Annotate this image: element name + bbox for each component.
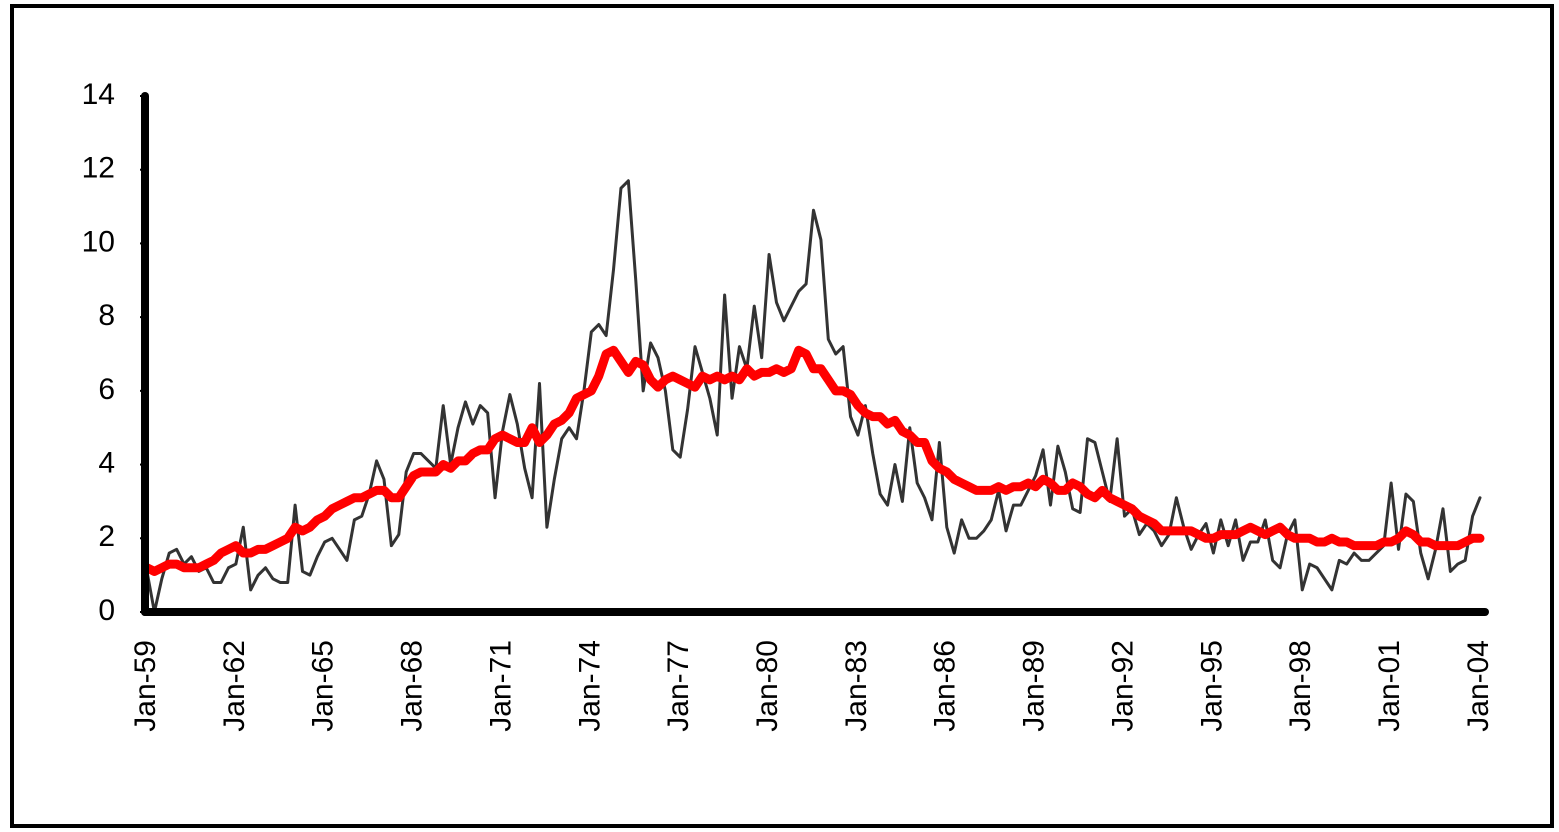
x-tick-label: Jan-68 xyxy=(396,640,429,732)
x-tick-label: Jan-71 xyxy=(484,640,517,732)
chart-frame xyxy=(10,4,1554,828)
y-tick-label: 8 xyxy=(98,299,115,332)
x-tick-label: Jan-77 xyxy=(662,640,695,732)
y-tick-label: 6 xyxy=(98,373,115,406)
y-tick-label: 10 xyxy=(82,225,115,258)
x-tick-label: Jan-01 xyxy=(1373,640,1406,732)
x-tick-label: Jan-62 xyxy=(218,640,251,732)
y-tick-label: 2 xyxy=(98,520,115,553)
y-tick-label: 0 xyxy=(98,594,115,627)
x-tick-label: Jan-04 xyxy=(1462,640,1495,732)
x-tick-label: Jan-98 xyxy=(1284,640,1317,732)
y-tick-label: 12 xyxy=(82,152,115,185)
x-tick-label: Jan-65 xyxy=(307,640,340,732)
x-tick-label: Jan-74 xyxy=(573,640,606,732)
x-tick-label: Jan-80 xyxy=(751,640,784,732)
series-line xyxy=(142,345,1485,576)
x-tick-label: Jan-92 xyxy=(1106,640,1139,732)
x-tick-label: Jan-89 xyxy=(1018,640,1051,732)
x-tick-label: Jan-83 xyxy=(840,640,873,732)
x-tick-label: Jan-95 xyxy=(1195,640,1228,732)
x-tick-label: Jan-86 xyxy=(929,640,962,732)
x-tick-label: Jan-59 xyxy=(129,640,162,732)
y-tick-label: 4 xyxy=(98,446,115,479)
y-tick-label: 14 xyxy=(82,78,115,111)
